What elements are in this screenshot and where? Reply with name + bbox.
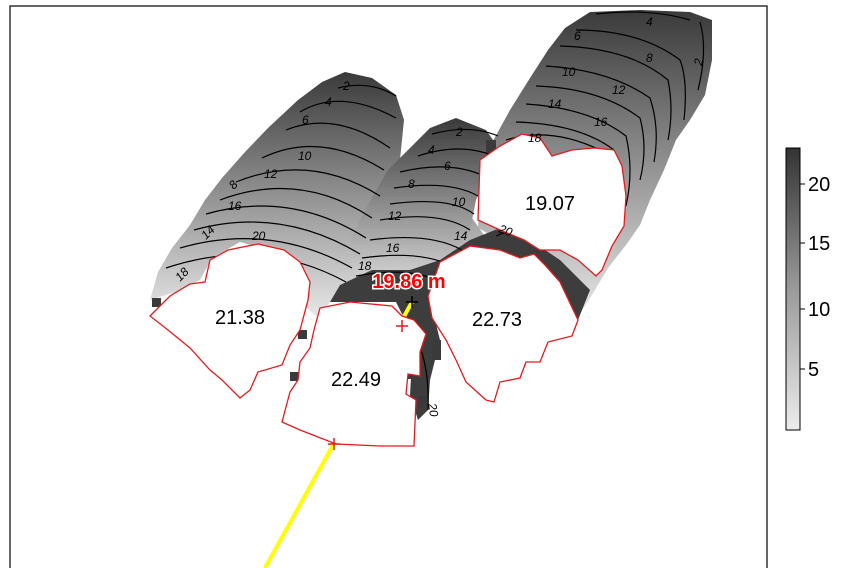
svg-text:8: 8 <box>408 177 415 191</box>
shadow-raster-core <box>330 228 590 420</box>
legend-tick-labels: 5 10 15 20 <box>808 174 830 381</box>
svg-text:10: 10 <box>562 65 576 79</box>
svg-text:18: 18 <box>358 259 372 273</box>
building-outlines <box>149 133 627 447</box>
svg-text:20: 20 <box>425 401 441 418</box>
svg-text:14: 14 <box>454 229 468 243</box>
svg-text:4: 4 <box>646 15 653 29</box>
svg-text:2: 2 <box>342 79 350 93</box>
plot-frame <box>9 5 768 568</box>
building-label-19-07: 19.07 <box>525 193 575 215</box>
contour-labels-right: 2 4 6 8 10 12 14 16 18 20 <box>496 15 706 239</box>
svg-text:18: 18 <box>528 131 542 145</box>
svg-text:6: 6 <box>444 159 451 173</box>
legend-tick-20: 20 <box>808 174 830 196</box>
svg-text:16: 16 <box>594 115 608 129</box>
svg-text:8: 8 <box>646 51 653 65</box>
legend-tick-15: 15 <box>808 233 830 255</box>
contour-lines <box>165 11 705 411</box>
building-label-22-49: 22.49 <box>331 369 381 391</box>
building-22-49 <box>281 301 427 447</box>
svg-text:2: 2 <box>691 57 706 67</box>
svg-text:14: 14 <box>548 97 562 111</box>
svg-text:12: 12 <box>612 83 626 97</box>
svg-text:20: 20 <box>496 221 515 239</box>
svg-text:4: 4 <box>428 143 435 157</box>
svg-text:12: 12 <box>388 209 402 223</box>
building-22-73 <box>427 245 579 403</box>
svg-text:4: 4 <box>325 95 332 109</box>
measurement-label: 19.86 m <box>372 271 445 293</box>
building-label-21-38: 21.38 <box>215 307 265 329</box>
svg-text:16: 16 <box>386 241 400 255</box>
svg-text:2: 2 <box>455 125 463 139</box>
intersection-markers <box>328 320 408 450</box>
contour-labels-middle: 2 4 6 8 10 12 14 16 18 20 <box>358 125 468 418</box>
svg-text:12: 12 <box>264 167 278 181</box>
svg-text:6: 6 <box>302 113 309 127</box>
svg-text:10: 10 <box>452 195 466 209</box>
svg-text:20: 20 <box>251 229 266 243</box>
svg-text:6: 6 <box>574 29 581 43</box>
svg-text:16: 16 <box>228 199 242 213</box>
legend-color-bar <box>785 147 801 431</box>
legend-tick-5: 5 <box>808 359 819 381</box>
legend-ticks <box>800 183 805 370</box>
building-label-22-73: 22.73 <box>472 309 522 331</box>
building-19-07 <box>477 133 627 277</box>
legend: 5 10 15 20 <box>785 147 830 431</box>
svg-text:10: 10 <box>298 149 312 163</box>
building-21-38 <box>149 243 311 399</box>
building-value-labels: 21.38 22.49 22.73 19.07 <box>215 193 575 391</box>
legend-tick-10: 10 <box>808 299 830 321</box>
origin-marker <box>406 296 418 308</box>
